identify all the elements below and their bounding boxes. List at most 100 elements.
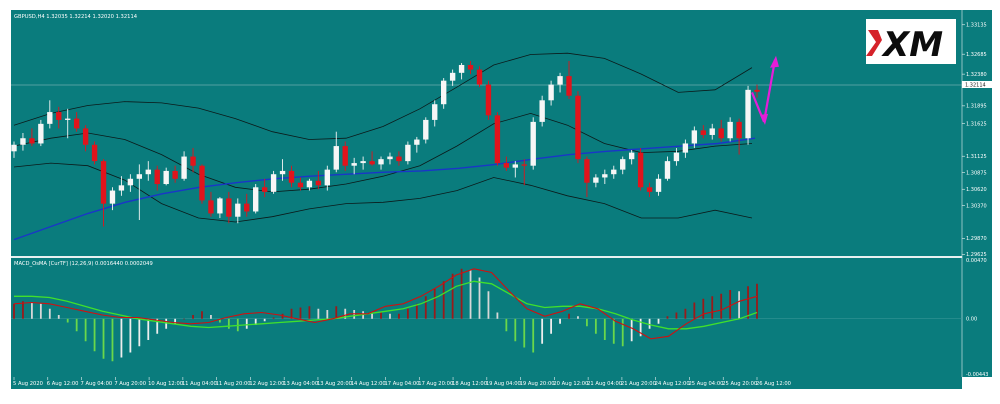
histogram-bar: [621, 318, 624, 347]
histogram-bar: [102, 318, 105, 359]
histogram-bar: [433, 288, 436, 319]
histogram-bar: [326, 310, 329, 319]
last-price-label: 1.32114: [965, 83, 986, 89]
histogram-bar: [290, 308, 293, 319]
macd-histogram: [13, 268, 758, 362]
bull-candle: [351, 163, 357, 166]
histogram-bar: [39, 303, 42, 319]
time-tick-label: 11 Aug 04:00: [182, 381, 217, 387]
bull-candle: [548, 84, 554, 101]
histogram-bar: [317, 308, 320, 319]
price-chart-title: GBPUSD,H4 1.32035 1.32214 1.32020 1.3211…: [14, 14, 138, 20]
bear-candle: [369, 161, 375, 165]
arrow-up-segment: [762, 59, 777, 123]
bear-candle: [288, 170, 295, 183]
arrow-up-head: [770, 55, 779, 68]
bear-candle: [315, 180, 322, 186]
moving-average: [13, 137, 756, 241]
time-tick-label: 21 Aug 20:00: [621, 381, 656, 387]
xm-logo: XM: [866, 19, 956, 65]
histogram-bar: [711, 296, 714, 319]
bull-candle: [387, 156, 393, 160]
bull-candle: [38, 123, 44, 144]
histogram-bar: [523, 318, 526, 348]
bull-candle: [539, 100, 545, 122]
time-tick-label: 24 Aug 12:00: [655, 381, 690, 387]
bull-candle: [405, 144, 411, 162]
histogram-bar: [147, 318, 150, 340]
signal-green-line: [14, 280, 758, 330]
bull-candle: [279, 170, 286, 175]
histogram-bar: [541, 318, 544, 344]
bull-candle: [655, 178, 662, 192]
oscillator-tick-label: 0.00470: [966, 258, 987, 264]
bull-candle: [709, 128, 715, 135]
histogram-bar: [657, 318, 660, 324]
histogram-bar: [586, 318, 588, 327]
candlestick-series: [11, 61, 760, 227]
histogram-bar: [729, 290, 732, 319]
time-tick-label: 17 Aug 04:00: [385, 381, 420, 387]
bull-candle: [557, 76, 563, 85]
bear-candle: [172, 170, 178, 179]
histogram-bar: [639, 318, 642, 337]
histogram-bar: [380, 312, 382, 319]
bear-candle: [485, 84, 492, 116]
histogram-bar: [299, 307, 302, 319]
bull-candle: [324, 169, 330, 186]
bear-candle: [100, 161, 107, 204]
bull-candle: [217, 198, 223, 214]
histogram-bar: [66, 318, 69, 323]
time-tick-label: 12 Aug 12:00: [249, 381, 284, 387]
time-scale[interactable]: [11, 377, 962, 389]
histogram-bar: [693, 302, 696, 319]
histogram-bar: [389, 313, 391, 319]
histogram-bar: [183, 318, 185, 320]
time-tick-label: 19 Aug 20:00: [520, 381, 555, 387]
price-tick-label: 1.30370: [966, 203, 987, 209]
price-tick-label: 1.29625: [966, 252, 987, 258]
bear-candle: [566, 76, 572, 96]
bull-candle: [109, 190, 116, 204]
histogram-bar: [120, 318, 123, 358]
histogram-bar: [747, 286, 749, 319]
time-tick-label: 7 Aug 20:00: [114, 381, 146, 387]
histogram-bar: [756, 283, 758, 319]
histogram-bar: [227, 318, 230, 329]
bull-candle: [745, 89, 751, 139]
bear-candle: [226, 198, 232, 217]
histogram-bar: [93, 318, 96, 352]
histogram-bar: [532, 318, 535, 353]
bull-candle: [253, 187, 259, 212]
bull-candle: [620, 159, 626, 170]
time-tick-label: 13 Aug 04:00: [283, 381, 318, 387]
price-tick-label: 1.30620: [966, 187, 987, 193]
bull-candle: [306, 180, 313, 188]
histogram-bar: [138, 318, 141, 347]
histogram-bar: [603, 318, 606, 340]
oscillator-panel-background[interactable]: [11, 258, 962, 377]
time-tick-label: 11 Aug 20:00: [216, 381, 251, 387]
histogram-bar: [424, 296, 427, 319]
oscillator-axis-labels: 0.00470 0.00 -0.00443: [966, 258, 988, 378]
bear-candle: [297, 182, 304, 188]
price-panel-background[interactable]: [11, 10, 962, 256]
macd-signal-lines: [13, 268, 758, 340]
bear-candle: [646, 187, 653, 192]
signal-red-line: [13, 268, 758, 340]
bull-candle: [181, 156, 187, 179]
bear-candle: [154, 169, 160, 185]
histogram-bar: [263, 318, 266, 322]
bull-candle: [628, 152, 635, 160]
histogram-bar: [13, 303, 15, 319]
last-price-marker: [962, 81, 992, 88]
histogram-bar: [478, 277, 481, 319]
price-scale[interactable]: [962, 10, 992, 377]
time-tick-label: 7 Aug 04:00: [81, 381, 113, 387]
bear-candle: [503, 163, 510, 168]
price-tick-label: 1.31625: [966, 121, 987, 127]
bollinger-upper-line: [13, 52, 753, 140]
time-tick-label: 21 Aug 04:00: [587, 381, 622, 387]
bear-candle: [73, 118, 80, 129]
histogram-bar: [630, 318, 633, 342]
